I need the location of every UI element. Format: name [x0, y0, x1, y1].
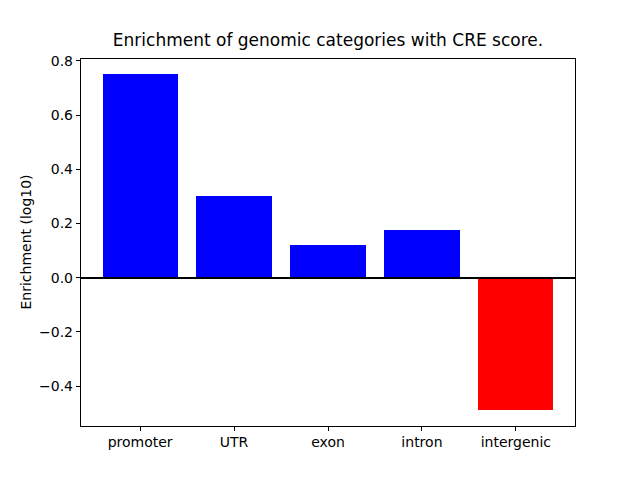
x-tick-label-exon: exon: [311, 434, 345, 450]
bar-UTR: [196, 196, 271, 277]
x-tick-mark: [421, 427, 422, 431]
zero-baseline: [80, 277, 576, 279]
chart-title: Enrichment of genomic categories with CR…: [80, 31, 576, 50]
y-tick-label: 0.0: [51, 270, 73, 286]
y-tick-mark: [76, 60, 80, 61]
x-tick-label-intergenic: intergenic: [481, 434, 551, 450]
y-tick-mark: [76, 223, 80, 224]
x-tick-label-UTR: UTR: [220, 434, 249, 450]
bar-intron: [384, 230, 459, 277]
chart-figure: Enrichment of genomic categories with CR…: [0, 0, 640, 480]
bar-intergenic: [478, 278, 553, 411]
x-tick-mark: [328, 427, 329, 431]
bar-exon: [290, 245, 365, 278]
y-tick-mark: [76, 277, 80, 278]
y-tick-label: 0.8: [51, 53, 73, 69]
x-tick-mark: [234, 427, 235, 431]
y-tick-mark: [76, 169, 80, 170]
y-axis-label: Enrichment (log10): [18, 174, 34, 309]
y-tick-label: 0.4: [51, 161, 73, 177]
x-tick-mark: [515, 427, 516, 431]
y-tick-mark: [76, 331, 80, 332]
y-tick-label: 0.6: [51, 107, 73, 123]
x-tick-label-intron: intron: [401, 434, 442, 450]
y-tick-mark: [76, 386, 80, 387]
y-tick-label: 0.2: [51, 215, 73, 231]
y-tick-label: −0.2: [39, 324, 73, 340]
y-tick-mark: [76, 115, 80, 116]
bar-promoter: [103, 74, 178, 277]
y-tick-label: −0.4: [39, 378, 73, 394]
x-tick-label-promoter: promoter: [108, 434, 173, 450]
x-tick-mark: [140, 427, 141, 431]
